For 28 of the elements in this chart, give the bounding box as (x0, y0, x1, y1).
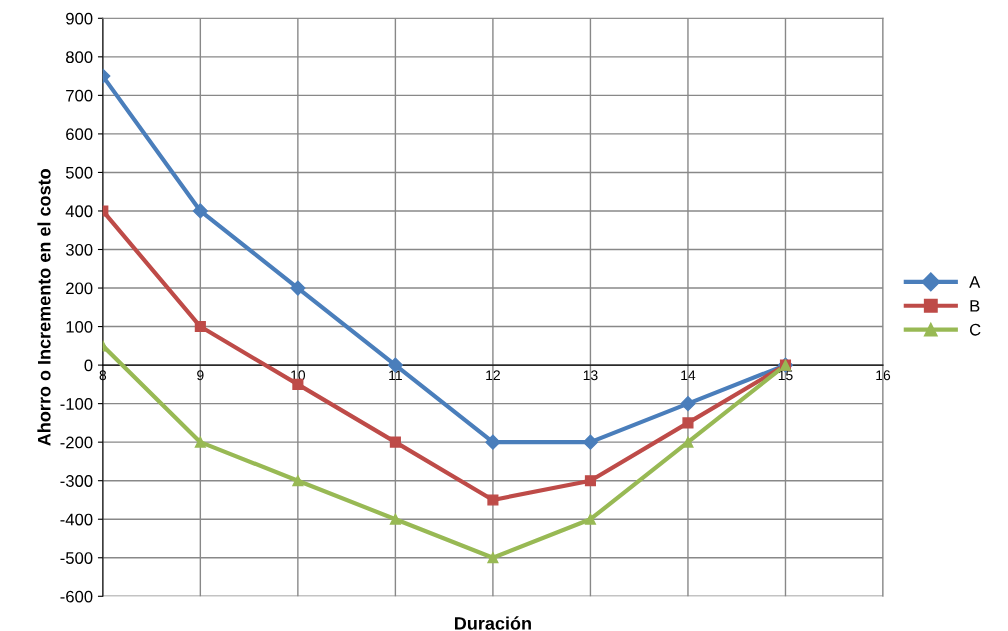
x-tick-label: 16 (876, 370, 891, 381)
legend-label: B (970, 300, 980, 312)
y-tick-label: 300 (65, 243, 93, 256)
y-tick-label: 200 (66, 282, 93, 295)
y-tick-label: 800 (66, 51, 93, 64)
legend-label: C (969, 323, 981, 336)
y-tick-label: 100 (66, 320, 93, 333)
y-axis-title: Ahorro o Incremento en el costo (37, 169, 51, 446)
y-tick-label: 600 (66, 128, 93, 141)
x-tick-label: 11 (389, 370, 402, 381)
x-tick-label: 15 (778, 370, 793, 381)
y-tick-label: -100 (60, 398, 93, 410)
y-tick-label: -600 (60, 590, 93, 603)
x-tick-label: 12 (486, 370, 500, 381)
legend-label: A (969, 276, 981, 288)
y-tick-label: -300 (60, 475, 93, 487)
y-tick-label: 400 (65, 205, 93, 218)
x-tick-label: 14 (681, 370, 696, 381)
x-axis-title: Duración (455, 616, 531, 630)
y-tick-label: 700 (66, 89, 93, 102)
y-tick-label: -200 (60, 436, 93, 449)
x-tick-label: 13 (583, 370, 598, 381)
y-tick-label: 0 (84, 359, 93, 372)
y-tick-label: -400 (60, 513, 93, 526)
y-tick-label: 900 (66, 12, 93, 25)
x-tick-label: 9 (197, 370, 204, 381)
y-tick-label: 500 (65, 166, 93, 179)
y-tick-label: -500 (60, 552, 93, 564)
